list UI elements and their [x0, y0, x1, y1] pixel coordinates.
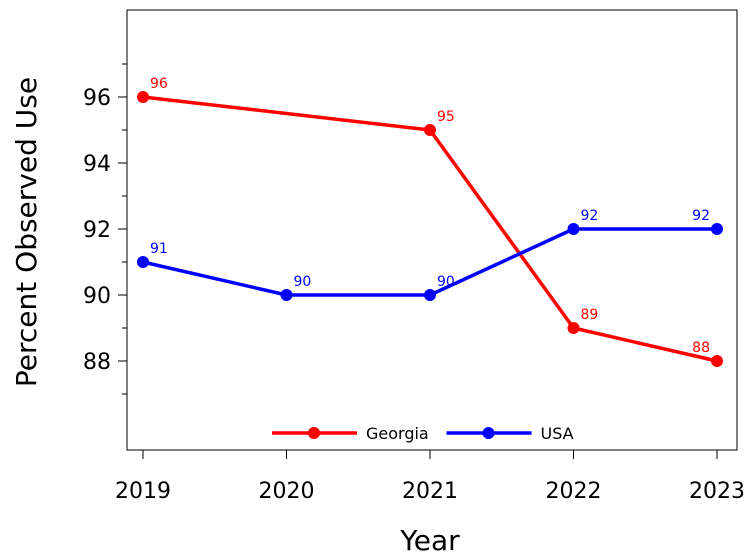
y-tick-label: 92 — [83, 218, 111, 243]
x-axis-title: Year — [399, 524, 460, 557]
data-label: 90 — [294, 274, 312, 290]
data-label: 92 — [692, 208, 710, 224]
series-line — [142, 95, 718, 363]
legend-item-usa: USA — [446, 424, 574, 443]
data-point — [424, 289, 436, 301]
legend-swatch-marker — [308, 427, 320, 439]
data-label: 96 — [150, 76, 168, 92]
data-label: 95 — [437, 109, 455, 125]
series-usa: 91 90 90 92 92 — [137, 208, 723, 301]
legend-label: USA — [541, 424, 574, 443]
y-tick-label: 88 — [83, 350, 111, 375]
data-point — [567, 322, 580, 334]
data-point — [711, 355, 723, 367]
series-layer: 96 95 89 88 91 90 90 92 92 — [137, 76, 723, 367]
legend: Georgia USA — [272, 424, 574, 443]
data-label: 89 — [581, 307, 599, 323]
data-point — [424, 124, 436, 136]
x-tick-label: 2019 — [115, 479, 171, 504]
y-tick-label: 90 — [83, 284, 111, 309]
x-tick-label: 2023 — [689, 479, 745, 504]
legend-swatch-marker — [482, 427, 495, 439]
plot-frame — [126, 9, 738, 451]
y-tick-label: 96 — [83, 86, 111, 111]
series-line — [142, 227, 717, 297]
data-label: 92 — [581, 208, 599, 224]
data-point — [711, 223, 723, 235]
x-tick-label: 2022 — [546, 479, 602, 504]
y-axis: 88 90 92 94 96 — [83, 63, 127, 395]
data-label: 91 — [150, 241, 168, 257]
y-axis-title: Percent Observed Use — [10, 77, 43, 387]
data-point — [137, 256, 149, 268]
data-point — [137, 91, 149, 103]
legend-label: Georgia — [366, 424, 429, 443]
data-label: 90 — [437, 274, 455, 290]
series-georgia: 96 95 89 88 — [137, 76, 723, 367]
data-label: 88 — [692, 340, 710, 356]
x-tick-label: 2021 — [402, 479, 458, 504]
data-point — [280, 289, 293, 301]
y-tick-label: 94 — [83, 152, 111, 177]
x-tick-label: 2020 — [259, 479, 315, 504]
legend-item-georgia: Georgia — [272, 424, 429, 443]
data-point — [567, 223, 580, 235]
x-axis: 2019 2020 2021 2022 2023 — [115, 450, 745, 504]
